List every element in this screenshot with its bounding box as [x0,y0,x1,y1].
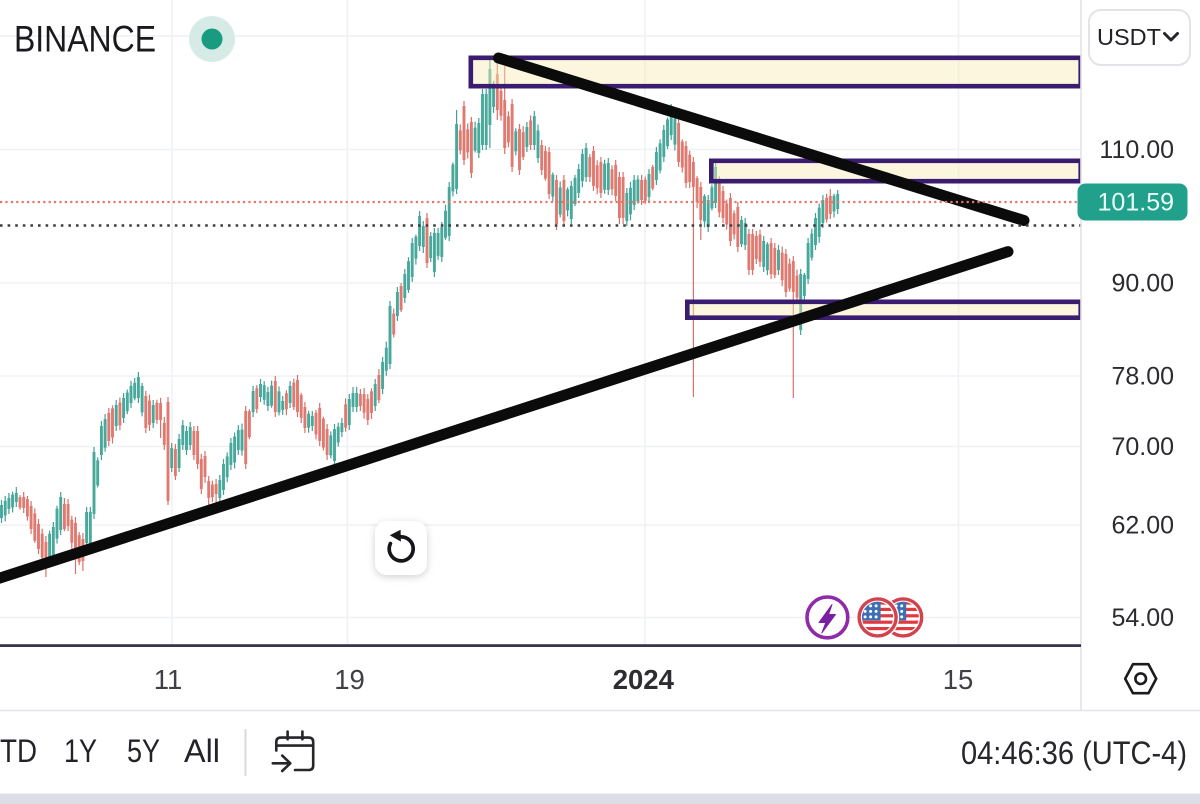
svg-text:2024: 2024 [613,664,675,695]
svg-text:TD: TD [0,733,37,769]
svg-text:19: 19 [334,664,365,695]
svg-text:110.00: 110.00 [1099,136,1174,164]
svg-text:15: 15 [943,664,974,695]
svg-text:04:46:36 (UTC-4): 04:46:36 (UTC-4) [961,735,1187,771]
svg-text:1Y: 1Y [64,733,97,769]
svg-text:BINANCE: BINANCE [14,19,156,60]
svg-text:101.59: 101.59 [1098,189,1174,217]
svg-text:5Y: 5Y [127,733,160,769]
svg-text:USDT: USDT [1097,24,1161,50]
svg-text:62.00: 62.00 [1111,512,1174,540]
svg-text:11: 11 [154,664,183,695]
svg-text:All: All [184,733,220,769]
svg-text:78.00: 78.00 [1111,363,1174,391]
svg-text:54.00: 54.00 [1111,604,1174,632]
svg-text:70.00: 70.00 [1111,433,1174,461]
svg-text:90.00: 90.00 [1111,270,1174,298]
